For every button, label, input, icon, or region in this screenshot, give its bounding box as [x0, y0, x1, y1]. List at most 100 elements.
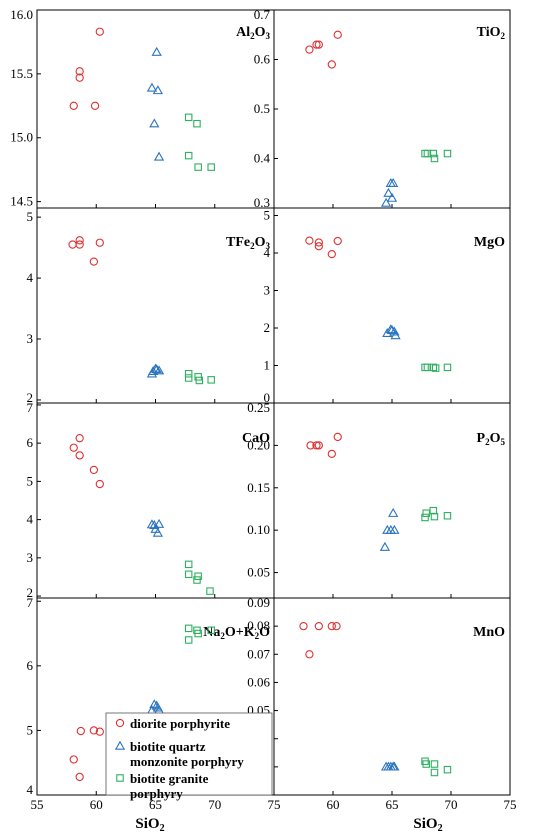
panel-5: 0.05 0.10 0.15 0.20 0.25 P2O5: [247, 400, 511, 599]
y-tick-label: 4: [264, 245, 271, 260]
y-tick-label: 0.4: [254, 151, 271, 166]
y-tick-label: 2: [27, 585, 34, 600]
data-point-diorite: [75, 451, 84, 460]
y-tick-label: 0.05: [247, 565, 270, 580]
y-tick-label: 5: [27, 209, 34, 224]
legend-label-diorite: diorite porphyrite: [130, 716, 230, 731]
data-point-quartz: [388, 507, 399, 517]
data-point-diorite: [305, 650, 314, 659]
data-point-granite: [194, 163, 202, 171]
panel-1: 0.3 0.4 0.5 0.6 0.7 TiO2: [254, 7, 511, 210]
legend-box: [105, 712, 273, 796]
data-point-granite: [421, 363, 429, 372]
legend-label-quartz: monzonite porphyry: [130, 754, 244, 769]
panel-frame: [36, 402, 275, 599]
y-tick-label: 5: [27, 473, 34, 488]
panel-title: CaO: [242, 431, 270, 446]
panel-title: MgO: [474, 235, 505, 250]
data-point-diorite: [69, 443, 78, 452]
data-point-granite: [422, 509, 430, 517]
data-point-granite: [430, 512, 439, 521]
data-point-diorite: [327, 621, 336, 631]
data-point-diorite: [314, 621, 323, 631]
data-point-granite: [430, 768, 439, 777]
data-point-granite: [207, 626, 215, 635]
data-point-granite: [184, 369, 193, 378]
data-point-diorite: [90, 101, 100, 110]
data-point-quartz: [153, 365, 165, 375]
data-point-granite: [422, 760, 430, 768]
y-tick-label: 14.5: [10, 194, 33, 209]
data-point-quartz: [147, 366, 159, 376]
data-point-granite: [184, 374, 193, 382]
data-point-diorite: [314, 40, 323, 49]
data-point-quartz: [390, 330, 401, 340]
data-point-granite: [195, 376, 204, 385]
data-point-quartz: [380, 197, 392, 207]
data-point-diorite: [333, 30, 342, 39]
data-point-diorite: [305, 45, 314, 54]
y-tick-label: 2: [27, 390, 34, 405]
panel-4: 2 3 4 5 6 7 CaO: [27, 400, 275, 600]
y-tick-label: 4: [27, 270, 34, 285]
data-point-diorite: [95, 727, 104, 736]
data-point-quartz: [152, 527, 164, 537]
data-point-diorite: [333, 236, 342, 246]
legend-label-quartz: biotite quartz: [130, 739, 206, 754]
data-point-granite: [421, 513, 429, 522]
data-point-granite: [429, 149, 438, 158]
data-point-quartz: [386, 324, 398, 334]
legend-marker-quartz: [114, 740, 126, 750]
data-point-diorite: [95, 238, 104, 247]
y-tick-label: 3: [27, 550, 34, 565]
data-point-quartz: [388, 177, 399, 187]
data-point-granite: [443, 363, 452, 372]
y-tick-label: 5: [264, 208, 271, 223]
x-tick-label: 60: [327, 797, 340, 812]
y-tick-label: 3: [27, 331, 34, 346]
legend-label-granite: biotite granite: [130, 771, 209, 786]
data-point-quartz: [151, 46, 162, 56]
x-tick-label: 55: [31, 797, 44, 812]
y-tick-label: 0.10: [247, 522, 270, 537]
data-point-diorite: [89, 465, 99, 475]
data-point-granite: [443, 765, 452, 774]
data-point-quartz: [149, 699, 160, 709]
data-point-granite: [430, 760, 439, 768]
data-point-quartz: [149, 118, 160, 128]
panel-3: 0 1 2 3 4 5 MgO: [264, 207, 511, 405]
data-point-diorite: [75, 73, 84, 82]
data-point-diorite: [314, 441, 323, 450]
panel-6: 4 5 6 7 Na2O+K2O: [27, 595, 275, 797]
data-point-granite: [421, 149, 429, 158]
panel-frame: [273, 402, 511, 599]
data-point-diorite: [306, 441, 315, 450]
data-point-diorite: [333, 432, 342, 442]
data-point-diorite: [327, 449, 336, 459]
data-point-diorite: [299, 621, 308, 631]
data-point-granite: [429, 363, 438, 372]
x-tick-label: 60: [90, 797, 103, 812]
y-tick-label: 1: [264, 358, 271, 373]
data-point-granite: [184, 636, 193, 644]
legend-label-granite: porphyry: [130, 786, 183, 801]
data-point-diorite: [314, 242, 323, 251]
data-point-quartz: [386, 192, 398, 202]
panel-title: Na2O+K2O: [203, 625, 270, 641]
data-point-granite: [443, 512, 452, 520]
data-point-granite: [184, 151, 193, 160]
panel-0: 14.5 15.0 15.5 16.0 Al2O3: [10, 7, 275, 209]
data-point-granite: [207, 163, 215, 171]
data-point-granite: [431, 364, 440, 372]
x-tick-label: 70: [208, 797, 221, 812]
data-point-diorite: [314, 238, 323, 247]
panel-title: TiO2: [477, 25, 506, 41]
legend: diorite porphyrite biotite quartzmonzonit…: [105, 712, 273, 801]
y-tick-label: 0.25: [247, 400, 270, 415]
data-point-diorite: [75, 434, 84, 443]
legend-marker-granite: [116, 774, 124, 782]
data-point-diorite: [75, 240, 84, 249]
data-point-diorite: [69, 101, 78, 110]
y-tick-label: 6: [27, 658, 34, 673]
